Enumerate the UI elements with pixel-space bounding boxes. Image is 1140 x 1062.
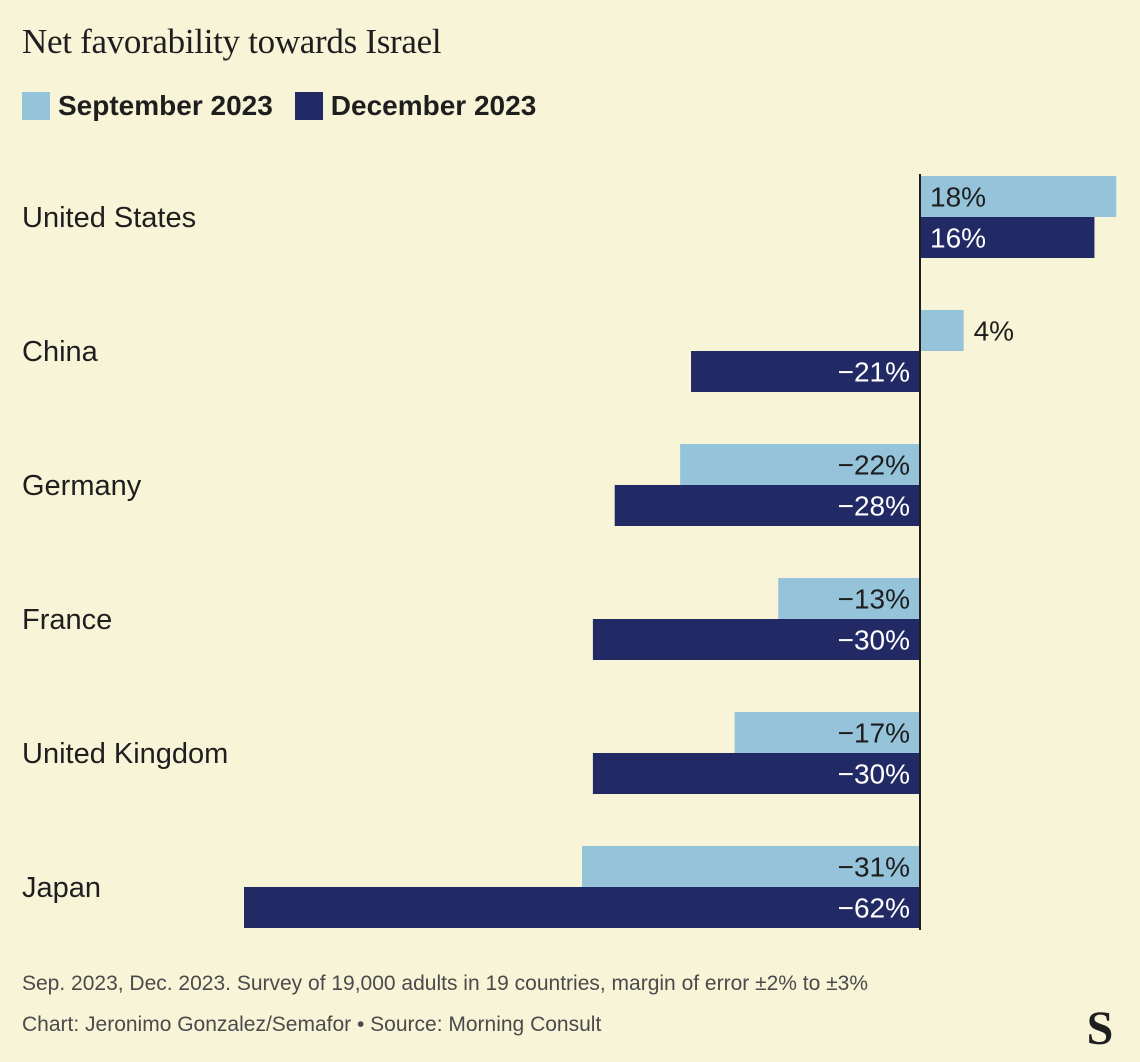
- data-label: −13%: [838, 584, 910, 615]
- data-label: −30%: [838, 625, 910, 656]
- bar-september: [920, 310, 964, 351]
- legend-label-september: September 2023: [58, 90, 273, 121]
- bar-december: [614, 485, 920, 526]
- bar-december: [592, 753, 920, 794]
- data-label: −21%: [838, 357, 910, 388]
- data-label: 16%: [930, 223, 986, 254]
- chart-note: Sep. 2023, Dec. 2023. Survey of 19,000 a…: [22, 972, 869, 995]
- chart-credit: Chart: Jeronimo Gonzalez/Semafor • Sourc…: [22, 1013, 602, 1036]
- bar-september: [734, 712, 920, 753]
- category-label: United States: [22, 202, 196, 234]
- legend-swatch-december: [294, 92, 323, 120]
- category-label: United Kingdom: [22, 738, 228, 770]
- semafor-logo-icon: S: [1087, 1004, 1114, 1048]
- chart-title: Net favorability towards Israel: [22, 22, 442, 61]
- data-label: −30%: [838, 759, 910, 790]
- logo-letter: S: [1087, 1004, 1114, 1048]
- category-label: France: [22, 604, 112, 636]
- bar-december: [592, 619, 920, 660]
- bar-december: [244, 887, 920, 928]
- bar-december: [920, 217, 1095, 258]
- category-label: Germany: [22, 470, 142, 502]
- data-label: −22%: [838, 450, 910, 481]
- bar-september: [778, 578, 920, 619]
- category-label: Japan: [22, 872, 101, 904]
- data-label: 4%: [974, 316, 1014, 347]
- data-label: 18%: [930, 182, 986, 213]
- bar-september: [920, 176, 1117, 217]
- bar-chart: United States 18% 16% China 4% −21% Germany −22…: [22, 174, 1117, 930]
- bar-september: [582, 846, 920, 887]
- data-label: −31%: [838, 852, 910, 883]
- data-label: −17%: [838, 718, 910, 749]
- legend-item-september: September 2023: [22, 90, 273, 122]
- data-label: −28%: [838, 491, 910, 522]
- legend-item-december: December 2023: [294, 90, 537, 122]
- legend-swatch-september: [22, 92, 50, 120]
- bar-september: [680, 444, 920, 485]
- legend-label-december: December 2023: [330, 90, 537, 121]
- chart-legend: September 2023 December 2023: [22, 90, 558, 122]
- data-label: −62%: [838, 893, 910, 924]
- bar-december: [691, 351, 920, 392]
- category-label: China: [22, 336, 99, 368]
